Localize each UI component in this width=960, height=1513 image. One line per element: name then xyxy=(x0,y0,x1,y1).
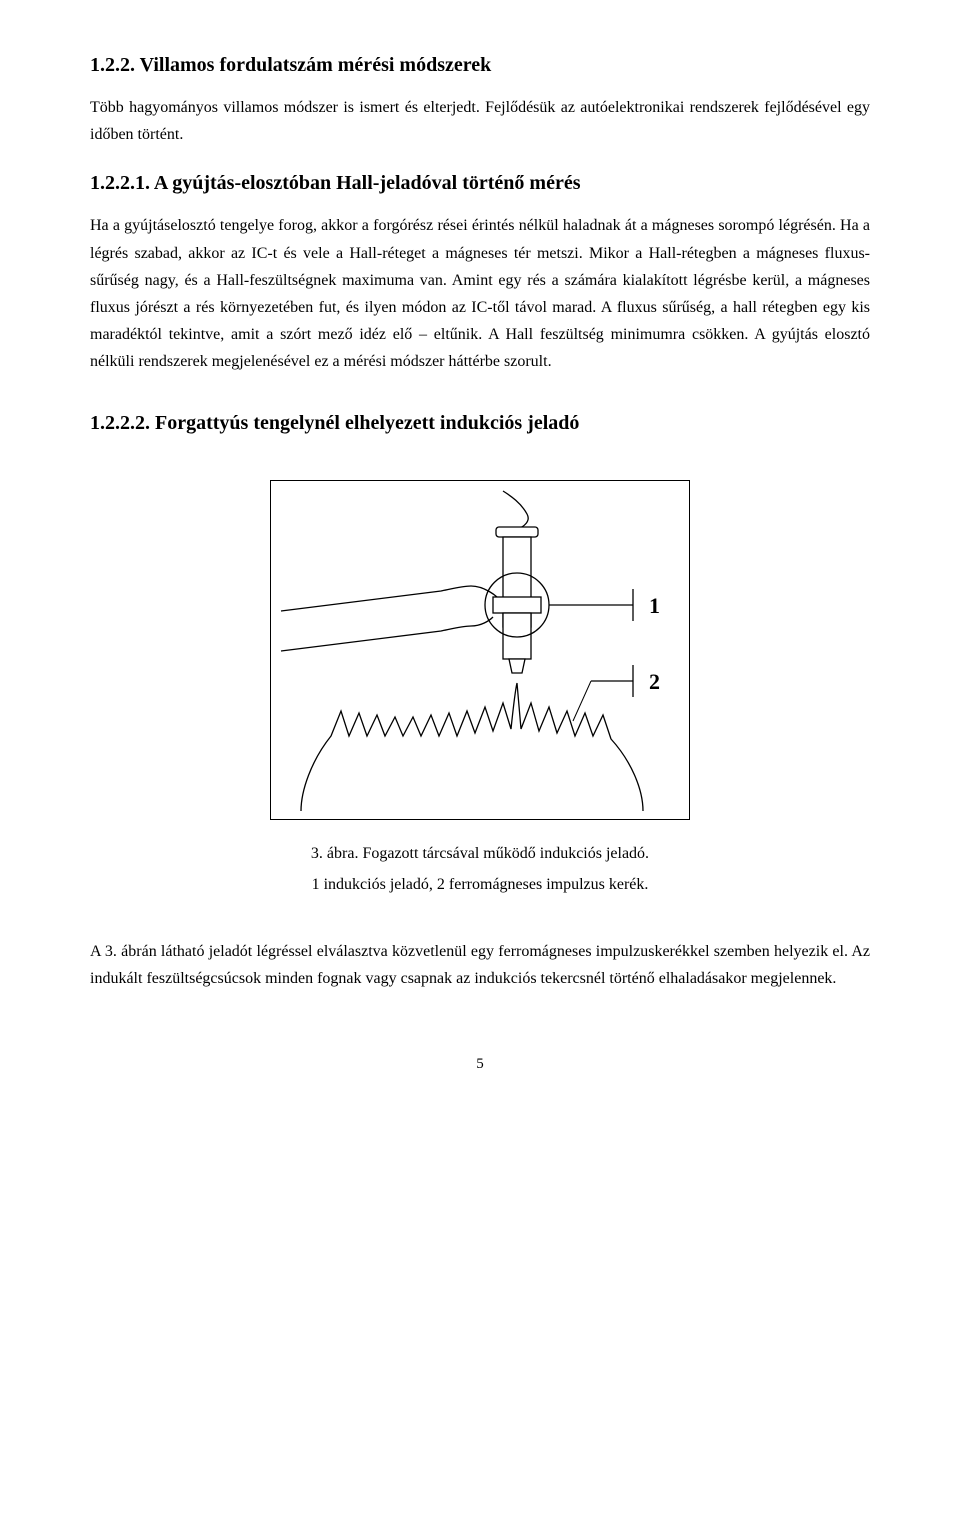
figure-annotation-2: 2 xyxy=(649,669,660,694)
section-intro-1: Több hagyományos villamos módszer is ism… xyxy=(90,94,870,148)
section-heading-3: 1.2.2.2. Forgattyús tengelynél elhelyeze… xyxy=(90,406,870,440)
figure-diagram: 1 2 xyxy=(270,480,690,820)
section-heading-1: 1.2.2. Villamos fordulatszám mérési móds… xyxy=(90,48,870,82)
section-body-2: Ha a gyújtáselosztó tengelye forog, akko… xyxy=(90,212,870,375)
figure-caption-line1: 3. ábra. Fogazott tárcsával működő induk… xyxy=(90,840,870,867)
page-number: 5 xyxy=(90,1052,870,1078)
figure-caption-line2: 1 indukciós jeladó, 2 ferromágneses impu… xyxy=(90,871,870,898)
closing-paragraph: A 3. ábrán látható jeladót légréssel elv… xyxy=(90,938,870,992)
figure-container: 1 2 xyxy=(90,480,870,820)
figure-annotation-1: 1 xyxy=(649,593,660,618)
section-heading-2: 1.2.2.1. A gyújtás-elosztóban Hall-jelad… xyxy=(90,166,870,200)
